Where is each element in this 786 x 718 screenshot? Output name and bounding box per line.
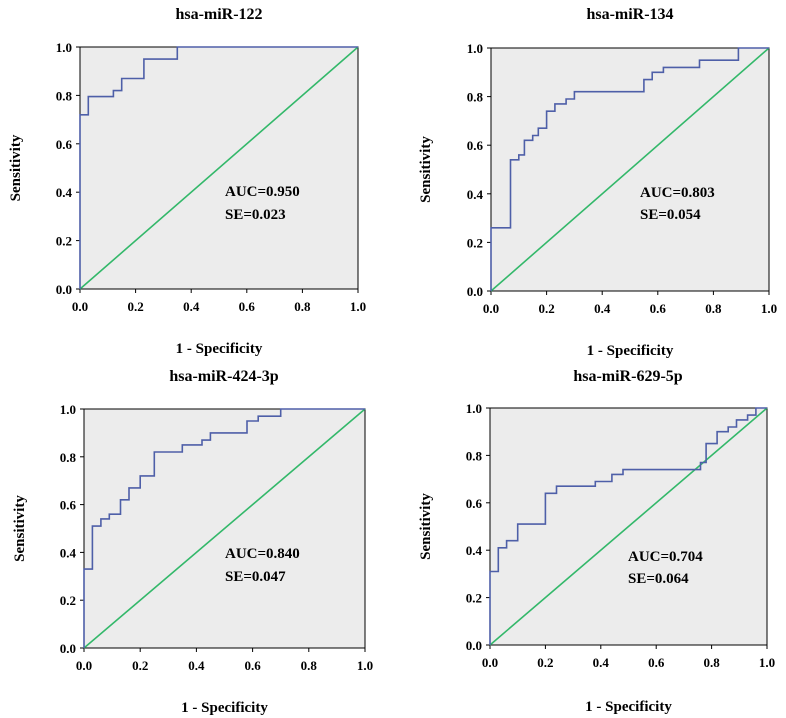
x-tick-label: 0.4	[183, 299, 200, 314]
x-tick-label: 0.2	[132, 658, 148, 673]
y-tick-label: 0.4	[466, 543, 483, 558]
y-tick-label: 0.0	[466, 638, 482, 653]
x-tick-label: 0.6	[648, 655, 665, 670]
x-tick-label: 0.2	[127, 299, 143, 314]
y-tick-label: 0.2	[467, 235, 483, 250]
y-tick-label: 0.4	[60, 545, 77, 560]
x-axis-label: 1 - Specificity	[181, 700, 268, 716]
x-tick-label: 0.6	[650, 301, 667, 316]
y-tick-label: 0.8	[467, 90, 484, 105]
x-tick-label: 0.8	[294, 299, 311, 314]
x-tick-label: 0.8	[301, 658, 318, 673]
x-tick-label: 0.6	[239, 299, 256, 314]
x-tick-label: 1.0	[350, 299, 366, 314]
y-tick-label: 0.8	[56, 88, 73, 103]
y-tick-label: 0.6	[60, 498, 77, 513]
y-axis-label: Sensitivity	[418, 493, 434, 560]
roc-panel-1: hsa-miR-122 0.0 0.2 0.4 0.6 0.8 1.0 0.0 0.2 0.4 0.…	[8, 6, 366, 357]
roc-curve	[83, 408, 365, 648]
x-tick-label: 0.0	[482, 655, 498, 670]
auc-annotation: AUC=0.803	[640, 185, 715, 201]
y-tick-label: 0.0	[467, 284, 483, 299]
y-tick-label: 0.8	[60, 450, 77, 465]
y-tick-label: 0.4	[56, 185, 73, 200]
chart-title: hsa-miR-134	[586, 6, 673, 23]
x-tick-label: 0.2	[538, 301, 554, 316]
y-tick-label: 0.2	[56, 234, 72, 249]
x-tick-label: 1.0	[759, 655, 775, 670]
auc-annotation: AUC=0.950	[225, 184, 300, 200]
reference-line	[490, 47, 770, 292]
x-tick-label: 0.0	[483, 301, 499, 316]
y-axis-label: Sensitivity	[8, 134, 24, 201]
y-tick-label: 0.6	[466, 496, 483, 511]
reference-line	[489, 407, 768, 646]
y-tick-label: 0.0	[56, 282, 72, 297]
reference-line	[79, 46, 359, 290]
x-tick-label: 0.4	[188, 658, 205, 673]
y-tick-label: 1.0	[60, 402, 76, 417]
y-tick-label: 0.4	[467, 187, 484, 202]
reference-line	[83, 408, 366, 649]
x-tick-label: 0.4	[593, 655, 610, 670]
chart-title: hsa-miR-122	[175, 6, 262, 23]
roc-curve	[79, 46, 358, 289]
se-annotation: SE=0.064	[628, 571, 689, 587]
x-axis-label: 1 - Specificity	[585, 699, 672, 715]
y-tick-label: 1.0	[467, 41, 483, 56]
y-axis-label: Sensitivity	[12, 495, 28, 562]
x-axis-label: 1 - Specificity	[587, 343, 674, 359]
x-tick-label: 0.8	[703, 655, 720, 670]
y-tick-label: 0.6	[56, 137, 73, 152]
y-tick-label: 0.0	[60, 641, 76, 656]
y-tick-label: 0.6	[467, 138, 484, 153]
auc-annotation: AUC=0.840	[225, 546, 300, 562]
x-tick-label: 0.0	[72, 299, 88, 314]
y-tick-label: 0.8	[466, 448, 483, 463]
x-tick-label: 0.0	[76, 658, 92, 673]
se-annotation: SE=0.054	[640, 207, 701, 223]
x-axis-label: 1 - Specificity	[176, 341, 263, 357]
se-annotation: SE=0.023	[225, 207, 286, 223]
roc-panel-3: hsa-miR-424-3p 0.0 0.2 0.4 0.6 0.8 1.0 0.0 0.2 0.…	[12, 368, 373, 716]
x-tick-label: 1.0	[761, 301, 777, 316]
y-tick-label: 1.0	[466, 401, 482, 416]
y-tick-label: 0.2	[60, 593, 76, 608]
roc-panel-4: hsa-miR-629-5p 0.0 0.2 0.4 0.6 0.8 1.0 0.0 0.2 0.…	[418, 368, 775, 715]
y-axis-label: Sensitivity	[418, 136, 434, 203]
roc-curve	[489, 407, 767, 645]
chart-title: hsa-miR-424-3p	[169, 368, 278, 385]
x-tick-label: 0.2	[537, 655, 553, 670]
chart-title: hsa-miR-629-5p	[573, 368, 682, 385]
se-annotation: SE=0.047	[225, 569, 286, 585]
x-tick-label: 0.6	[244, 658, 261, 673]
y-tick-label: 1.0	[56, 40, 72, 55]
x-tick-label: 0.4	[594, 301, 611, 316]
x-tick-label: 0.8	[705, 301, 722, 316]
roc-panel-2: hsa-miR-134 0.0 0.2 0.4 0.6 0.8 1.0 0.0 0.2 0.4 0.…	[418, 6, 777, 359]
x-tick-label: 1.0	[357, 658, 373, 673]
auc-annotation: AUC=0.704	[628, 549, 703, 565]
y-tick-label: 0.2	[466, 591, 482, 606]
roc-curve	[490, 47, 769, 291]
